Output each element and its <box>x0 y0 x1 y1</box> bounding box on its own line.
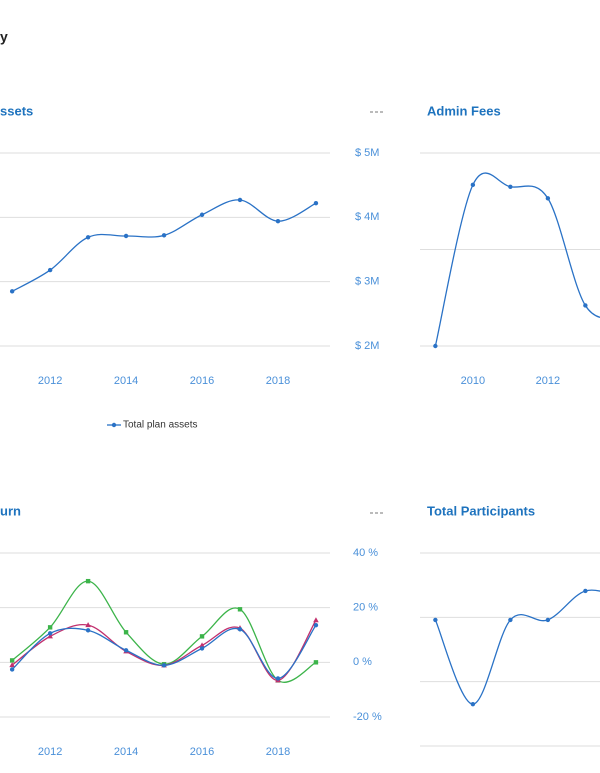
point <box>161 663 167 668</box>
point <box>313 617 319 623</box>
y-tick-label: 40 % <box>353 547 378 559</box>
point <box>9 658 15 663</box>
point <box>85 628 91 633</box>
point <box>313 200 319 206</box>
point <box>199 634 205 639</box>
page-title: y <box>0 29 8 45</box>
point <box>85 235 91 240</box>
point <box>583 303 588 308</box>
point <box>237 607 243 612</box>
point <box>123 233 129 239</box>
dot <box>370 111 373 113</box>
point <box>275 676 281 681</box>
point <box>433 343 438 349</box>
y-tick-label: $ 3M <box>355 276 379 288</box>
point <box>123 630 129 635</box>
y-tick-label: $ 5M <box>355 147 379 159</box>
dot <box>370 512 373 514</box>
x-tick-label: 2018 <box>266 375 290 387</box>
series-line <box>11 199 317 292</box>
series-line <box>434 589 600 705</box>
series-line <box>434 172 600 347</box>
chart-title: urn <box>0 503 21 518</box>
y-tick-label: 0 % <box>353 656 372 668</box>
point <box>47 633 53 639</box>
x-tick-label: 2012 <box>38 746 62 758</box>
point <box>9 289 15 294</box>
dot <box>380 512 383 514</box>
chart-title: ssets <box>0 103 33 118</box>
y-tick-label: $ 2M <box>355 340 379 352</box>
legend-label: Total plan assets <box>123 420 198 431</box>
point <box>85 578 91 584</box>
y-tick-label: -20 % <box>353 711 382 723</box>
point <box>199 212 205 217</box>
x-tick-label: 2014 <box>114 375 138 387</box>
point <box>508 617 513 623</box>
point <box>470 182 476 188</box>
point <box>583 588 588 594</box>
point <box>47 625 53 630</box>
point <box>199 646 205 651</box>
point <box>313 660 319 665</box>
point <box>237 627 243 632</box>
x-tick-label: 2016 <box>190 375 214 387</box>
dot <box>380 111 383 113</box>
legend-swatch <box>111 422 117 428</box>
x-tick-label: 2018 <box>266 746 290 758</box>
x-tick-label: 2012 <box>536 375 560 387</box>
more-menu[interactable] <box>370 512 383 514</box>
point <box>9 662 15 668</box>
point <box>123 648 129 653</box>
y-tick-label: $ 4M <box>355 211 379 223</box>
point <box>161 233 167 238</box>
x-tick-label: 2012 <box>38 375 62 387</box>
x-tick-label: 2010 <box>461 375 485 387</box>
dot <box>375 111 378 113</box>
point <box>545 196 551 201</box>
x-tick-label: 2014 <box>114 746 138 758</box>
point <box>47 267 53 273</box>
point <box>47 631 53 636</box>
point <box>433 617 438 623</box>
x-tick-label: 2016 <box>190 746 214 758</box>
dot <box>375 512 378 514</box>
point <box>545 617 551 623</box>
point <box>508 184 513 189</box>
point <box>199 642 205 648</box>
point <box>85 622 91 628</box>
point <box>237 197 243 203</box>
chart-title: Admin Fees <box>427 103 501 118</box>
point <box>275 218 281 224</box>
point <box>470 701 476 707</box>
chart-title: Total Participants <box>427 503 535 518</box>
y-tick-label: 20 % <box>353 602 378 614</box>
point <box>313 622 319 628</box>
more-menu[interactable] <box>370 111 383 113</box>
point <box>9 667 15 672</box>
